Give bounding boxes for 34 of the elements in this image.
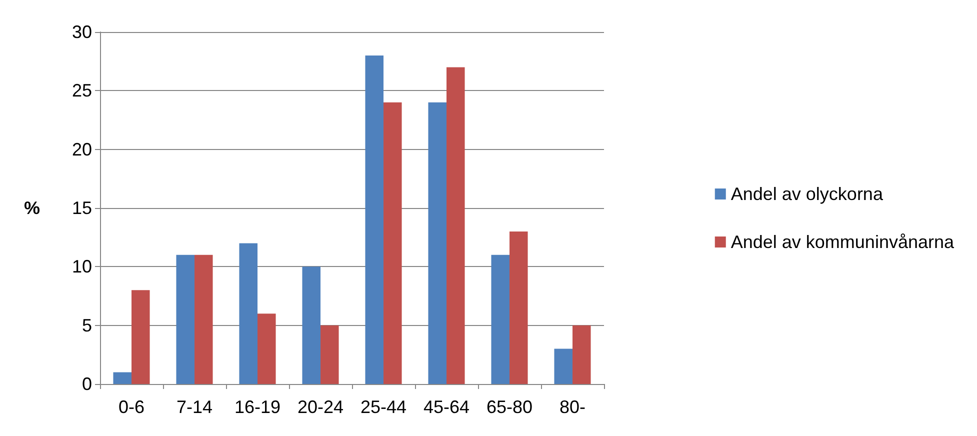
- legend-label: Andel av kommuninvånarna: [730, 232, 955, 252]
- bar: [384, 102, 402, 384]
- bar: [302, 266, 320, 384]
- bar: [428, 102, 446, 384]
- x-tick-label: 0-6: [118, 397, 145, 417]
- y-axis-title: %: [24, 198, 40, 218]
- bar: [446, 67, 465, 384]
- x-tick-label: 7-14: [176, 397, 213, 417]
- y-tick-label: 15: [72, 198, 92, 218]
- bar: [510, 231, 528, 384]
- x-tick-label: 65-80: [486, 397, 533, 417]
- x-tick-label: 20-24: [297, 397, 344, 417]
- x-tick-label: 25-44: [360, 397, 407, 417]
- legend-label: Andel av olyckorna: [730, 184, 884, 204]
- bar: [365, 55, 384, 384]
- x-tick-label: 16-19: [234, 397, 281, 417]
- y-tick-label: 20: [72, 139, 92, 160]
- bar: [554, 348, 572, 384]
- y-tick-label: 0: [82, 374, 92, 394]
- bar: [258, 314, 276, 384]
- y-tick-label: 10: [72, 256, 92, 277]
- y-tick-label: 30: [72, 22, 92, 42]
- bar: [113, 372, 132, 384]
- bar: [320, 325, 339, 384]
- bar: [239, 243, 258, 384]
- bar: [491, 254, 510, 384]
- x-tick-label: 80-: [559, 397, 586, 417]
- bar: [194, 254, 213, 384]
- y-tick-label: 25: [72, 80, 92, 101]
- bar: [572, 325, 591, 384]
- bar: [132, 290, 150, 384]
- x-tick-label: 45-64: [423, 397, 470, 417]
- y-tick-label: 5: [82, 315, 92, 336]
- bar: [176, 254, 194, 384]
